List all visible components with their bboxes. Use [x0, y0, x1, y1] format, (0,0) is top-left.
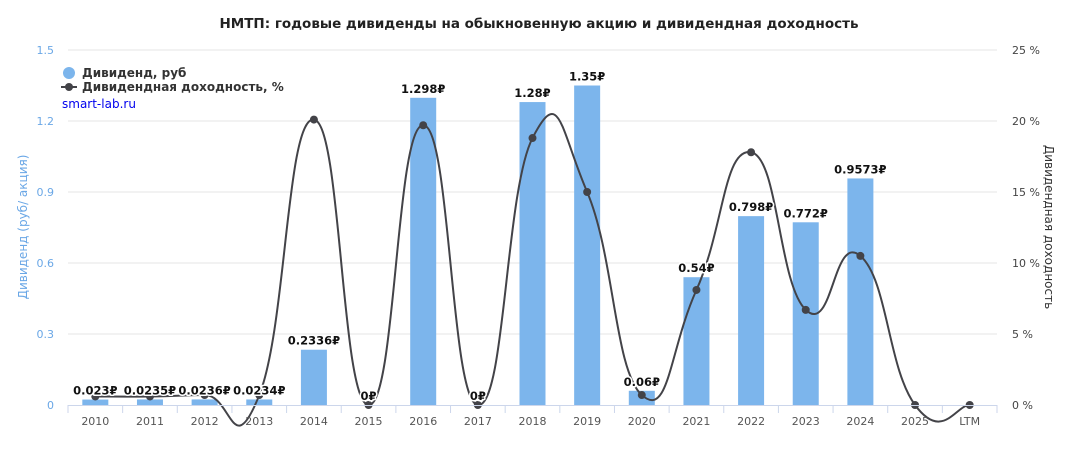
- bar-series: [82, 85, 874, 406]
- y-axis-left-title: Дивиденд (руб/ акция): [16, 155, 30, 300]
- y-left-tick-label: 1.5: [37, 44, 55, 57]
- yield-point: [528, 134, 537, 143]
- bar-data-label: 0.0235₽: [124, 383, 176, 397]
- x-tick-label: 2025: [901, 415, 929, 428]
- bar-data-label: 0.54₽: [678, 261, 714, 275]
- y-right-tick-label: 20 %: [1012, 115, 1040, 128]
- bar-data-label: 0.023₽: [73, 384, 117, 398]
- y-left-tick-label: 0.9: [37, 186, 55, 199]
- bar-data-label: 0₽: [361, 389, 377, 403]
- bar-data-label: 1.298₽: [401, 82, 445, 96]
- bar: [82, 399, 109, 405]
- yield-point: [747, 148, 756, 157]
- bar-data-label: 0.9573₽: [834, 162, 886, 176]
- yield-point: [419, 121, 428, 130]
- yield-point: [255, 391, 264, 400]
- yield-point: [856, 251, 865, 260]
- legend-bar-marker: [63, 67, 75, 79]
- legend-item-dividend[interactable]: Дивиденд, руб: [82, 66, 186, 80]
- y-left-tick-label: 1.2: [37, 115, 55, 128]
- legend-line-dot: [65, 83, 73, 91]
- bar-data-label: 0.0234₽: [233, 383, 285, 397]
- yield-point: [801, 305, 810, 314]
- yield-point: [583, 188, 592, 196]
- x-tick-label: 2024: [846, 415, 874, 428]
- yield-point: [637, 391, 646, 400]
- bar: [847, 178, 874, 405]
- bar-data-label: 0.06₽: [624, 375, 660, 389]
- chart-title: НМТП: годовые дивиденды на обыкновенную …: [219, 16, 858, 32]
- y-left-tick-label: 0: [47, 399, 54, 412]
- x-tick-label: 2016: [409, 415, 437, 428]
- x-tick-label: 2012: [191, 415, 219, 428]
- bar-data-label: 0.798₽: [729, 200, 773, 214]
- yield-point: [91, 392, 100, 401]
- x-tick-label: 2019: [573, 415, 601, 428]
- bar: [574, 85, 601, 405]
- bar: [246, 399, 273, 405]
- y-right-tick-label: 5 %: [1012, 328, 1033, 341]
- x-tick-label: 2011: [136, 415, 164, 428]
- bar: [191, 399, 218, 405]
- bar-data-label: 0.0236₽: [178, 383, 230, 397]
- y-left-tick-label: 0.3: [37, 328, 55, 341]
- line-series: [91, 113, 974, 427]
- x-tick-label: 2014: [300, 415, 328, 428]
- bar-data-label: 0.2336₽: [288, 334, 340, 348]
- x-tick-label: 2017: [464, 415, 492, 428]
- bar: [738, 216, 765, 405]
- x-tick-label: 2013: [245, 415, 273, 428]
- x-tick-label: 2020: [628, 415, 656, 428]
- x-tick-label: 2021: [682, 415, 710, 428]
- yield-point: [145, 392, 154, 401]
- data-labels: 0.023₽ 0.0235₽ 0.0236₽ 0.0234₽ 0.2336₽ 0₽ 1.29…: [72, 68, 888, 405]
- x-tick-label: 2015: [355, 415, 383, 428]
- x-tick-label: 2010: [81, 415, 109, 428]
- bar: [300, 349, 327, 405]
- yield-point: [692, 285, 701, 294]
- credit-link[interactable]: smart-lab.ru: [62, 97, 136, 111]
- bar: [683, 277, 710, 405]
- bar: [410, 97, 437, 405]
- bar-data-label: 1.28₽: [514, 86, 550, 100]
- y-axis-right-title: Дивидендная доходность: [1042, 145, 1056, 309]
- yield-point: [200, 391, 209, 400]
- bar: [136, 399, 163, 405]
- y-right-tick-label: 0 %: [1012, 399, 1033, 412]
- legend: Дивиденд, руб Дивидендная доходность, %: [61, 66, 284, 94]
- bar: [519, 102, 546, 406]
- x-tick-label: 2023: [792, 415, 820, 428]
- bar-data-label: 0₽: [470, 389, 486, 403]
- legend-item-yield[interactable]: Дивидендная доходность, %: [82, 80, 284, 94]
- y-right-tick-label: 15 %: [1012, 186, 1040, 199]
- y-right-tick-label: 25 %: [1012, 44, 1040, 57]
- x-tick-label: 2018: [519, 415, 547, 428]
- x-tick-label: 2022: [737, 415, 765, 428]
- axes: 0 0.3 0.6 0.9 1.2 1.5 0 % 5 % 10 % 15 % 20 % 25 % 20…: [37, 44, 1040, 428]
- x-tick-label: LTM: [959, 415, 980, 428]
- y-right-tick-label: 10 %: [1012, 257, 1040, 270]
- y-left-tick-label: 0.6: [37, 257, 55, 270]
- bar-data-label: 1.35₽: [569, 70, 605, 84]
- yield-point: [309, 115, 318, 124]
- bar-data-label: 0.772₽: [784, 206, 828, 220]
